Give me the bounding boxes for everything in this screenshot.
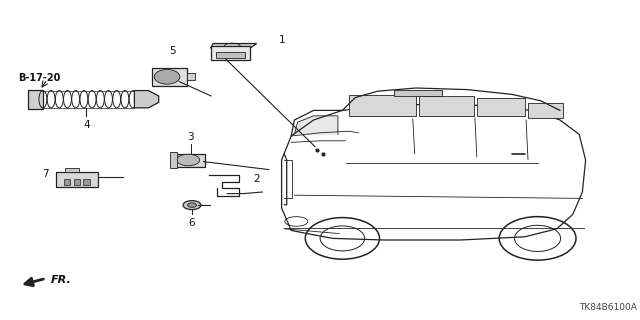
Bar bbox=[477, 98, 525, 116]
Bar bbox=[28, 90, 43, 109]
Bar bbox=[394, 90, 442, 96]
Bar bbox=[152, 68, 188, 86]
Text: 1: 1 bbox=[278, 35, 285, 45]
Text: 7: 7 bbox=[42, 169, 49, 180]
Ellipse shape bbox=[188, 203, 196, 207]
Bar bbox=[56, 172, 97, 187]
Text: FR.: FR. bbox=[51, 275, 72, 285]
Ellipse shape bbox=[154, 69, 180, 84]
Text: 2: 2 bbox=[253, 174, 259, 184]
Text: TK84B6100A: TK84B6100A bbox=[579, 303, 637, 312]
Bar bbox=[188, 73, 195, 80]
Text: 5: 5 bbox=[170, 46, 176, 56]
Bar bbox=[74, 179, 80, 185]
Polygon shape bbox=[134, 91, 159, 108]
Bar bbox=[170, 152, 177, 168]
Ellipse shape bbox=[177, 154, 200, 166]
Bar bbox=[65, 168, 79, 172]
Text: 4: 4 bbox=[83, 120, 90, 130]
Bar bbox=[528, 103, 563, 118]
Polygon shape bbox=[294, 116, 338, 134]
Ellipse shape bbox=[183, 201, 201, 210]
Text: 3: 3 bbox=[188, 132, 194, 142]
Text: 6: 6 bbox=[189, 218, 195, 228]
Bar bbox=[64, 179, 70, 185]
Bar bbox=[211, 46, 250, 60]
Polygon shape bbox=[211, 44, 257, 48]
Bar bbox=[419, 96, 474, 116]
Bar bbox=[349, 95, 416, 116]
Bar bbox=[216, 52, 245, 58]
Text: B-17-20: B-17-20 bbox=[18, 73, 60, 84]
Bar bbox=[83, 179, 90, 185]
Bar bbox=[172, 154, 205, 167]
